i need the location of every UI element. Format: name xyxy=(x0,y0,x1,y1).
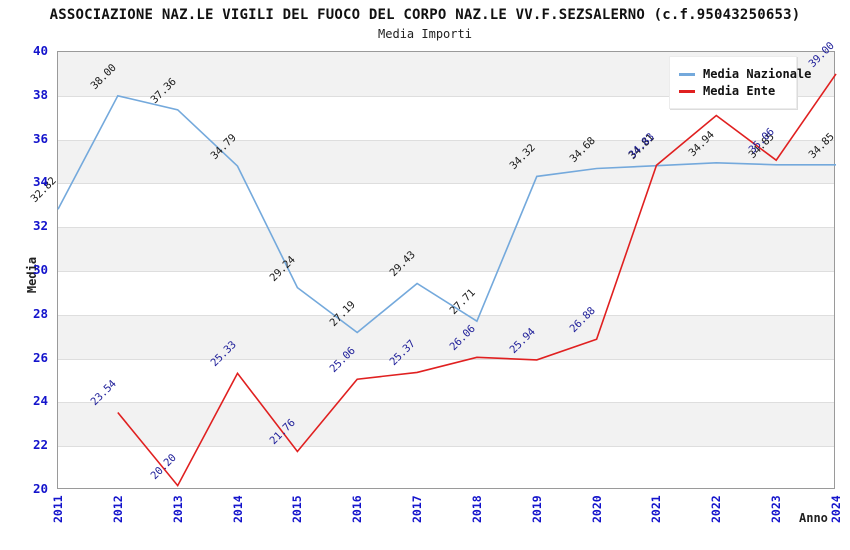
y-tick-label: 30 xyxy=(32,262,48,277)
x-tick-label: 2022 xyxy=(709,495,724,523)
x-tick-label: 2017 xyxy=(410,495,425,523)
legend-item: Media Nazionale xyxy=(679,67,811,81)
gridline xyxy=(58,446,834,448)
series-lines xyxy=(57,73,837,488)
chart-subtitle: Media Importi xyxy=(378,27,472,41)
x-tick-label: 2019 xyxy=(529,495,544,523)
y-tick-label: 40 xyxy=(32,43,48,58)
legend-item: Media Ente xyxy=(679,84,787,98)
gridline xyxy=(58,314,834,316)
gridline xyxy=(58,271,834,272)
x-tick-label: 2024 xyxy=(829,495,843,523)
media-nazionale-line xyxy=(57,94,836,334)
gridline xyxy=(58,402,834,404)
legend: Media Nazionale Media Ente xyxy=(669,56,811,109)
x-axis-title: Anno xyxy=(799,511,828,525)
x-tick-label: 2014 xyxy=(230,495,245,523)
page-title: ASSOCIAZIONE NAZ.LE VIGILI DEL FUOCO DEL… xyxy=(49,7,801,23)
media-ente-line xyxy=(117,73,837,488)
gridline xyxy=(58,358,834,360)
gridline xyxy=(58,95,834,97)
gridline xyxy=(58,227,834,229)
y-tick-label: 32 xyxy=(32,218,48,234)
grid-band xyxy=(58,402,834,447)
y-tick-label: 22 xyxy=(32,437,48,453)
x-tick-label: 2013 xyxy=(170,495,185,523)
gridline xyxy=(58,139,834,141)
grid-band xyxy=(58,314,834,359)
y-tick-label: 20 xyxy=(32,481,48,496)
x-tick-label: 2018 xyxy=(469,495,484,523)
x-tick-label: 2023 xyxy=(769,495,784,523)
legend-label: Media Nazionale xyxy=(703,67,812,81)
legend-label: Media Ente xyxy=(703,84,776,98)
y-tick-label: 34 xyxy=(32,174,48,190)
x-tick-label: 2012 xyxy=(110,495,125,523)
y-tick-label: 26 xyxy=(32,349,48,365)
y-tick-label: 38 xyxy=(32,86,48,102)
grid-band xyxy=(58,227,834,271)
x-tick-label: 2021 xyxy=(649,495,664,523)
y-tick-label: 36 xyxy=(32,130,48,146)
legend-line-swatch xyxy=(679,72,695,76)
plot-area: 32.82 38.00 37.36 34.79 29.24 27.19 29.43 27.71… xyxy=(29,40,837,489)
x-tick-label: 2020 xyxy=(589,495,604,523)
legend-line-swatch xyxy=(679,89,695,93)
x-tick-label: 2011 xyxy=(51,495,65,523)
y-tick-label: 24 xyxy=(32,393,48,409)
y-tick-label: 28 xyxy=(32,305,48,321)
x-tick-label: 2016 xyxy=(350,495,365,523)
gridline xyxy=(58,183,834,185)
grid-band xyxy=(58,139,834,184)
x-tick-label: 2015 xyxy=(290,495,305,523)
